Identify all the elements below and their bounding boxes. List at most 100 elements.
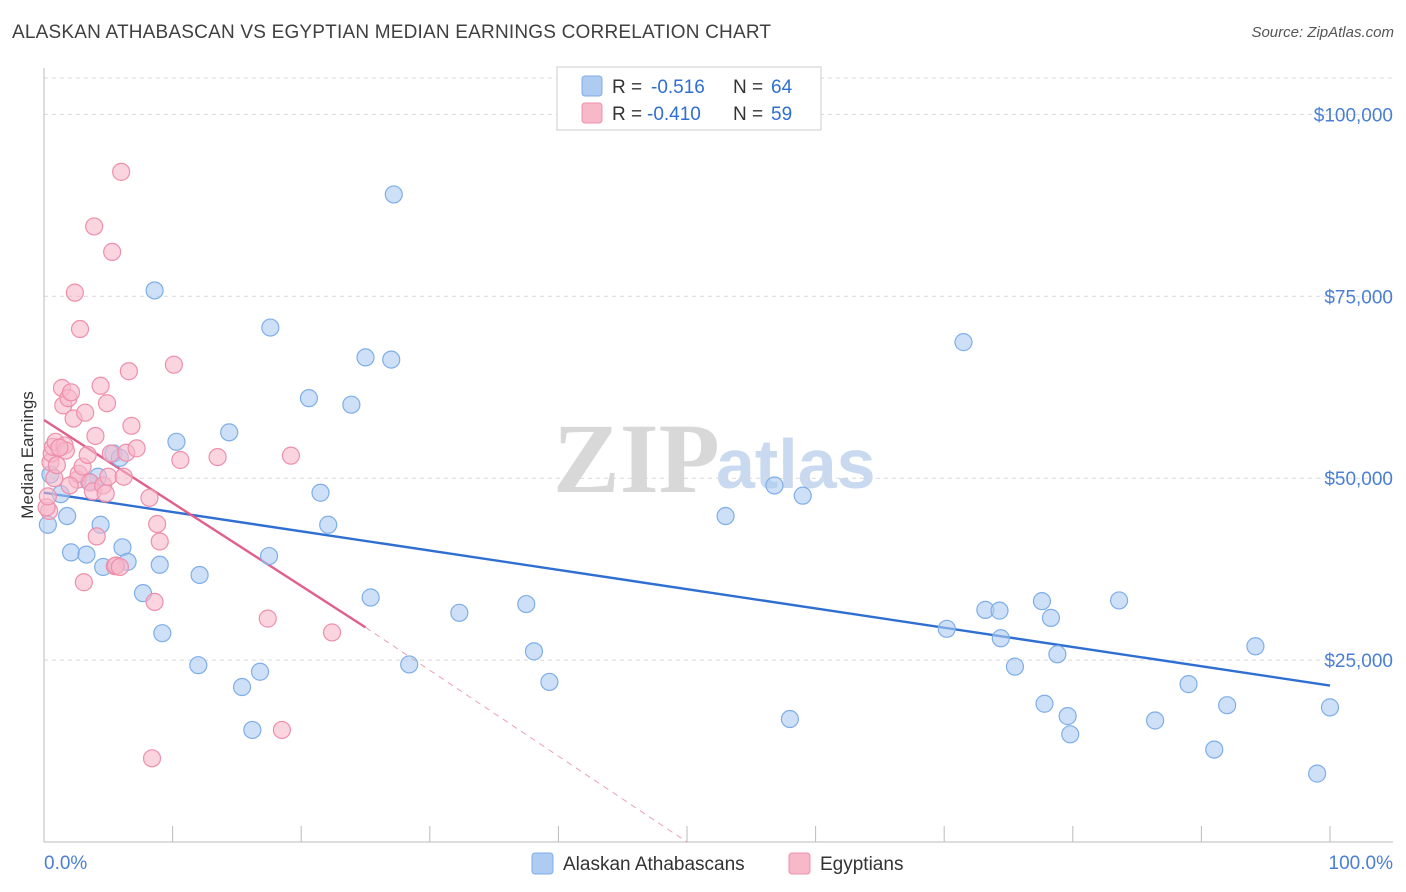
point-egyptian-32: [101, 444, 120, 463]
point-athabascan-40: [765, 476, 784, 495]
point-athabascan-19: [190, 565, 209, 585]
point-athabascan-34: [400, 655, 419, 674]
x-tick-label-min: 0.0%: [44, 853, 87, 874]
point-athabascan-36: [517, 594, 536, 614]
point-athabascan-52: [1048, 645, 1067, 664]
point-athabascan-59: [1218, 696, 1237, 715]
point-egyptian-12: [61, 383, 81, 402]
point-egyptian-27: [91, 376, 110, 395]
point-egyptian-14: [65, 283, 84, 302]
point-athabascan-4: [61, 543, 81, 562]
point-athabascan-49: [1035, 694, 1054, 713]
point-egyptian-41: [122, 416, 141, 435]
point-egyptian-20: [76, 403, 95, 422]
point-athabascan-57: [1179, 675, 1198, 694]
point-athabascan-26: [299, 389, 319, 408]
point-athabascan-54: [1061, 725, 1080, 744]
x-tick-label-max: 100.0%: [1329, 853, 1394, 874]
point-athabascan-61: [1308, 764, 1327, 783]
point-athabascan-47: [991, 629, 1010, 648]
point-egyptian-54: [322, 623, 342, 642]
legend-n-label-1: N =: [733, 77, 763, 98]
point-athabascan-60: [1246, 637, 1265, 656]
legend-bottom-label-egyptian: Egyptians: [820, 854, 903, 875]
point-athabascan-38: [540, 672, 559, 692]
point-egyptian-47: [150, 532, 169, 551]
legend-bottom-swatch-athabascan: [531, 852, 554, 875]
point-egyptian-33: [103, 242, 122, 262]
point-athabascan-39: [716, 506, 735, 526]
point-athabascan-53: [1058, 707, 1077, 726]
point-egyptian-46: [148, 514, 167, 534]
point-egyptian-31: [99, 467, 118, 486]
point-athabascan-21: [220, 423, 239, 442]
point-athabascan-62: [1320, 698, 1340, 717]
trend-line-egyptian: [43, 418, 367, 629]
data-points: [37, 162, 1340, 783]
point-egyptian-25: [86, 426, 105, 446]
watermark-zip: ZIP: [553, 403, 720, 514]
y-tick-labels: $25,000 $50,000 $75,000 $100,000: [1314, 105, 1393, 672]
stats-legend: R = -0.516 N = 64 R = -0.410 N = 59: [556, 66, 822, 131]
point-athabascan-16: [153, 624, 172, 643]
point-egyptian-58: [38, 487, 57, 506]
point-egyptian-30: [97, 394, 117, 413]
legend-n-value-2: 59: [771, 104, 792, 125]
y-tick-label-0: $25,000: [1324, 651, 1393, 672]
point-athabascan-58: [1205, 740, 1224, 759]
point-athabascan-27: [311, 483, 330, 502]
point-athabascan-56: [1146, 711, 1165, 730]
point-egyptian-29: [96, 484, 115, 503]
point-athabascan-32: [382, 350, 401, 369]
series-legend: Alaskan Athabascans Egyptians: [531, 852, 903, 875]
trend-line-athabascan: [43, 491, 1331, 687]
point-athabascan-17: [167, 432, 186, 451]
point-athabascan-15: [150, 555, 169, 574]
point-egyptian-44: [142, 749, 162, 768]
point-athabascan-22: [243, 720, 262, 740]
point-egyptian-42: [127, 439, 146, 458]
point-egyptian-56: [50, 438, 69, 457]
legend-r-label-1: R =: [612, 77, 642, 98]
point-egyptian-38: [114, 467, 133, 486]
point-egyptian-21: [78, 445, 97, 465]
legend-r-value-2: -0.410: [647, 104, 701, 125]
point-athabascan-55: [1109, 591, 1129, 610]
legend-bottom-swatch-egyptian: [788, 852, 811, 875]
point-egyptian-24: [85, 217, 104, 236]
gridlines: [44, 77, 1393, 661]
point-athabascan-42: [793, 486, 812, 505]
chart-title: ALASKAN ATHABASCAN VS EGYPTIAN MEDIAN EA…: [12, 22, 772, 43]
point-egyptian-6: [47, 455, 66, 475]
point-egyptian-26: [87, 527, 106, 546]
point-egyptian-57: [60, 476, 79, 495]
point-athabascan-46: [990, 601, 1009, 620]
point-egyptian-53: [281, 446, 301, 465]
point-athabascan-20: [232, 677, 252, 697]
point-athabascan-24: [259, 546, 279, 566]
point-egyptian-40: [119, 362, 138, 381]
point-athabascan-3: [58, 506, 77, 526]
point-egyptian-48: [164, 355, 183, 374]
legend-swatch-egyptian: [581, 102, 603, 124]
point-athabascan-50: [1032, 592, 1052, 611]
point-egyptian-37: [112, 162, 131, 181]
point-egyptian-52: [272, 720, 292, 740]
point-egyptian-36: [110, 557, 129, 577]
y-tick-label-1: $50,000: [1324, 469, 1393, 490]
point-egyptian-43: [140, 488, 159, 507]
point-egyptian-45: [145, 592, 164, 611]
point-athabascan-30: [342, 395, 361, 414]
legend-r-label-2: R =: [612, 104, 642, 125]
point-athabascan-43: [937, 619, 956, 638]
legend-bottom-label-athabascan: Alaskan Athabascans: [563, 854, 745, 875]
point-athabascan-41: [780, 709, 799, 729]
trend-line-egyptian-extension: [365, 626, 688, 843]
point-athabascan-44: [954, 333, 973, 352]
trend-lines: [43, 418, 1331, 843]
point-athabascan-35: [450, 603, 469, 622]
point-egyptian-50: [208, 447, 227, 467]
point-athabascan-37: [524, 642, 544, 661]
point-athabascan-51: [1041, 608, 1061, 627]
